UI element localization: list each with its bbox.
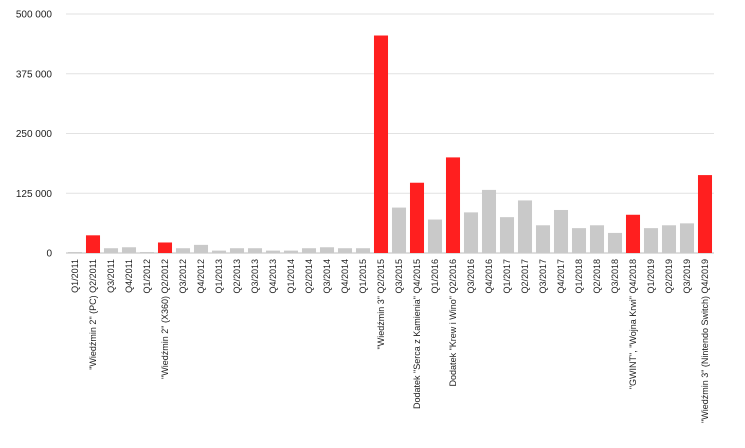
x-tick-label: Q4/2013 bbox=[268, 259, 278, 294]
bar bbox=[247, 248, 263, 253]
bar bbox=[319, 247, 335, 253]
x-tick-label: Q2/2014 bbox=[304, 259, 314, 294]
x-tick-label: Q2/2018 bbox=[592, 259, 602, 294]
x-tick-label: Q3/2015 bbox=[394, 259, 404, 294]
bar bbox=[337, 248, 353, 253]
x-tick-label: Q1/2017 bbox=[502, 259, 512, 294]
bar bbox=[445, 157, 461, 253]
x-tick-label: "GWINT", "Wojna Krwi" Q4/2018 bbox=[628, 259, 638, 389]
bar bbox=[373, 35, 389, 254]
bar bbox=[391, 207, 407, 253]
bar bbox=[139, 252, 155, 253]
x-tick-label: Q1/2014 bbox=[286, 259, 296, 294]
y-tick-label: 250 000 bbox=[16, 129, 53, 140]
bar bbox=[607, 232, 623, 253]
bar bbox=[355, 248, 371, 253]
x-tick-label: "Wiedźmin 3" (Nintendo Switch) Q4/2019 bbox=[700, 259, 710, 423]
x-tick-label: Q1/2015 bbox=[358, 259, 368, 294]
bars bbox=[67, 35, 713, 254]
x-tick-label: Q1/2019 bbox=[646, 259, 656, 294]
x-tick-label: Q4/2014 bbox=[340, 259, 350, 294]
x-tick-label: Q3/2017 bbox=[538, 259, 548, 294]
bar bbox=[517, 200, 533, 253]
x-tick-label: Q3/2012 bbox=[178, 259, 188, 294]
x-tick-label: Q3/2014 bbox=[322, 259, 332, 294]
x-tick-label: "Wiedźmin 2" (PC) Q2/2011 bbox=[88, 259, 98, 370]
bar bbox=[697, 175, 713, 253]
x-tick-label: Q3/2018 bbox=[610, 259, 620, 294]
bar bbox=[175, 248, 191, 253]
x-tick-label: Dodatek "Krew i Wino" Q2/2016 bbox=[448, 259, 458, 386]
x-tick-label: Q4/2011 bbox=[124, 259, 134, 293]
bar bbox=[535, 225, 551, 253]
bar bbox=[229, 248, 245, 253]
y-tick-label: 500 000 bbox=[16, 10, 53, 21]
x-tick-label: Q2/2019 bbox=[664, 259, 674, 294]
bar bbox=[409, 182, 425, 253]
x-tick-label: Q3/2011 bbox=[106, 259, 116, 293]
bar bbox=[643, 228, 659, 253]
x-tick-label: Q3/2013 bbox=[250, 259, 260, 294]
x-tick-label: Q1/2012 bbox=[142, 259, 152, 294]
bar bbox=[85, 235, 101, 253]
x-tick-label: Q4/2012 bbox=[196, 259, 206, 294]
bar bbox=[301, 248, 317, 253]
bar bbox=[193, 244, 209, 253]
bar bbox=[283, 250, 299, 253]
x-axis: Q1/2011 "Wiedźmin 2" (PC) Q2/2011 Q3/2011 Q… bbox=[70, 259, 710, 423]
bar bbox=[553, 209, 569, 253]
gridlines bbox=[66, 13, 714, 254]
bar bbox=[571, 228, 587, 253]
bar bbox=[481, 189, 497, 253]
x-tick-label: Q2/2017 bbox=[520, 259, 530, 294]
x-tick-label: Q4/2017 bbox=[556, 259, 566, 294]
bar bbox=[67, 252, 83, 253]
bar bbox=[463, 212, 479, 253]
bar bbox=[103, 248, 119, 253]
x-tick-label: Q3/2019 bbox=[682, 259, 692, 294]
x-tick-label: Q1/2018 bbox=[574, 259, 584, 294]
y-axis: 0 125 000 250 000 375 000 500 000 bbox=[16, 10, 53, 260]
bar bbox=[499, 217, 515, 253]
x-tick-label: "Wiedźmin 3" Q2/2015 bbox=[376, 259, 386, 349]
x-tick-label: Q2/2013 bbox=[232, 259, 242, 294]
x-tick-label: Q4/2016 bbox=[484, 259, 494, 294]
bar bbox=[589, 225, 605, 253]
bar bbox=[211, 250, 227, 253]
x-tick-label: Q3/2016 bbox=[466, 259, 476, 294]
x-tick-label: Q1/2016 bbox=[430, 259, 440, 294]
bar bbox=[661, 225, 677, 253]
x-tick-label: Q1/2013 bbox=[214, 259, 224, 294]
x-tick-label: Dodatek "Serca z Kamienia" Q4/2015 bbox=[412, 259, 422, 409]
x-tick-label: Q1/2011 bbox=[70, 259, 80, 293]
bar bbox=[427, 219, 443, 253]
y-tick-label: 0 bbox=[46, 249, 52, 260]
y-tick-label: 375 000 bbox=[16, 69, 53, 80]
bar bbox=[625, 214, 641, 253]
x-tick-label: "Wiedźmin 2" (X360) Q2/2012 bbox=[160, 259, 170, 379]
bar bbox=[679, 223, 695, 253]
bar bbox=[265, 250, 281, 253]
y-tick-label: 125 000 bbox=[16, 189, 53, 200]
bar bbox=[157, 242, 173, 253]
bar bbox=[121, 247, 137, 253]
